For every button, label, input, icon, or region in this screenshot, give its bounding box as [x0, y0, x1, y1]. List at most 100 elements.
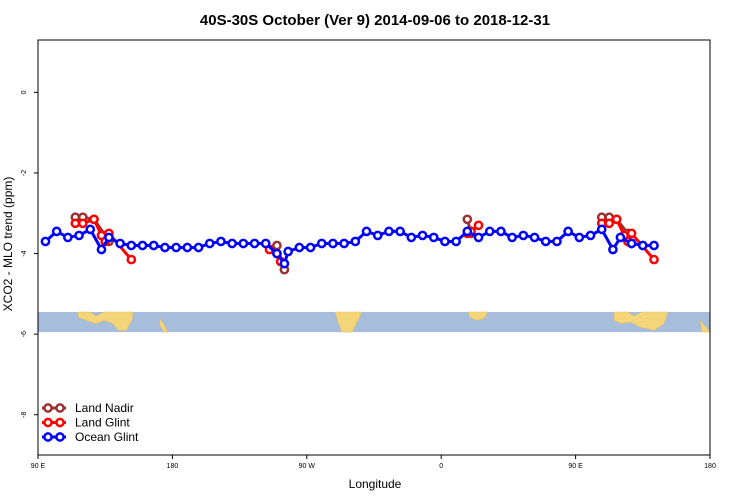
- land-glint-point: [611, 214, 622, 225]
- ocean-glint-point: [216, 236, 226, 247]
- ocean-glint-point: [160, 242, 170, 253]
- series-ocean-glint: [40, 224, 659, 269]
- plot-frame: [37, 39, 711, 456]
- land-glint-point: [649, 254, 659, 265]
- ocean-glint-point: [608, 244, 618, 255]
- ocean-glint-point: [104, 232, 114, 243]
- map-land: [613, 311, 669, 331]
- ocean-glint-point: [339, 238, 349, 249]
- legend-marker-land-glint: [43, 417, 53, 428]
- ocean-glint-point: [637, 240, 648, 251]
- ocean-glint-point: [540, 236, 551, 247]
- ocean-glint-point: [305, 242, 316, 253]
- land-glint-point: [126, 254, 137, 265]
- ocean-glint-point: [316, 238, 327, 249]
- land-nadir-point: [272, 240, 282, 251]
- ocean-glint-point: [585, 230, 596, 241]
- ocean-glint-point: [279, 258, 290, 269]
- y-tick-label: -4: [21, 250, 28, 256]
- ocean-glint-point: [249, 238, 260, 249]
- series-land-glint: [70, 214, 659, 267]
- legend-marker-land-nadir: [43, 403, 53, 413]
- ocean-glint-point: [227, 238, 237, 249]
- ocean-glint-point: [126, 240, 137, 251]
- ocean-glint-line: [44, 227, 654, 266]
- ocean-glint-point: [74, 230, 84, 241]
- ocean-glint-point: [272, 248, 282, 259]
- ocean-glint-point: [529, 232, 540, 243]
- land-glint-point: [604, 218, 615, 229]
- ocean-glint-point: [294, 242, 305, 253]
- series-layer: [40, 212, 659, 275]
- ocean-glint-point: [462, 226, 473, 237]
- legend-label-land-nadir: Land Nadir: [75, 401, 134, 415]
- y-axis-label: XCO2 - MLO trend (ppm): [1, 177, 15, 312]
- ocean-glint-point: [260, 238, 271, 249]
- ocean-glint-point: [115, 238, 125, 249]
- ocean-glint-point: [451, 236, 461, 247]
- ocean-glint-point: [182, 242, 193, 253]
- world-map-band: [38, 311, 711, 333]
- land-glint-point: [626, 228, 637, 239]
- ocean-glint-point: [552, 236, 562, 247]
- ocean-glint-point: [428, 232, 439, 243]
- ocean-glint-point: [51, 226, 62, 237]
- ocean-glint-point: [615, 232, 626, 243]
- ocean-glint-point: [238, 238, 249, 249]
- x-tick-label: 0: [439, 463, 443, 470]
- ocean-glint-point: [204, 238, 215, 249]
- x-tick-label: 90 E: [568, 463, 583, 470]
- ocean-glint-point: [473, 232, 484, 243]
- ocean-glint-point: [372, 230, 383, 241]
- x-axis-ticks: 90 E 180 90 W 0 90 E 180: [31, 455, 716, 470]
- ocean-glint-point: [440, 236, 450, 247]
- ocean-glint-point: [518, 230, 529, 241]
- ocean-glint-point: [563, 226, 573, 237]
- y-tick-label: -6: [21, 331, 28, 337]
- x-axis-label: Longitude: [349, 477, 402, 491]
- ocean-glint-point: [63, 232, 73, 243]
- map-land: [467, 311, 489, 321]
- land-glint-point: [89, 214, 99, 225]
- ocean-glint-point: [85, 224, 96, 235]
- y-tick-label: -2: [21, 170, 28, 176]
- land-glint-point: [77, 218, 88, 229]
- x-tick-label: 90 W: [299, 463, 316, 470]
- legend-marker-land-nadir: [55, 403, 65, 413]
- ocean-glint-point: [137, 240, 148, 251]
- x-tick-label: 180: [167, 463, 179, 470]
- map-land: [159, 318, 169, 333]
- map-ocean: [38, 311, 710, 333]
- y-tick-label: 0: [21, 90, 28, 94]
- legend-label-land-glint: Land Glint: [75, 416, 130, 430]
- ocean-glint-point: [395, 226, 405, 237]
- y-tick-label: -8: [21, 411, 28, 417]
- chart-title: 40S-30S October (Ver 9) 2014-09-06 to 20…: [200, 12, 550, 29]
- y-axis-ticks: 0 -2 -4 -6 -8: [21, 90, 38, 418]
- ocean-glint-point: [361, 226, 372, 237]
- ocean-glint-point: [96, 244, 107, 255]
- ocean-glint-point: [171, 242, 181, 253]
- ocean-glint-point: [283, 246, 293, 257]
- ocean-glint-point: [649, 240, 659, 251]
- map-land: [77, 311, 134, 331]
- ocean-glint-point: [596, 224, 607, 235]
- land-nadir-point: [462, 214, 473, 225]
- ocean-glint-point: [350, 236, 361, 247]
- ocean-glint-point: [193, 242, 204, 253]
- ocean-glint-point: [384, 226, 394, 237]
- legend-label-ocean-glint: Ocean Glint: [75, 430, 139, 444]
- ocean-glint-point: [40, 236, 51, 247]
- ocean-glint-point: [574, 232, 585, 243]
- ocean-glint-point: [484, 226, 495, 237]
- legend-marker-ocean-glint: [55, 432, 65, 442]
- legend-marker-land-glint: [55, 417, 65, 428]
- ocean-glint-point: [328, 238, 338, 249]
- ocean-glint-point: [496, 226, 506, 237]
- ocean-glint-point: [406, 232, 417, 243]
- legend-marker-ocean-glint: [43, 432, 53, 442]
- ocean-glint-point: [507, 232, 517, 243]
